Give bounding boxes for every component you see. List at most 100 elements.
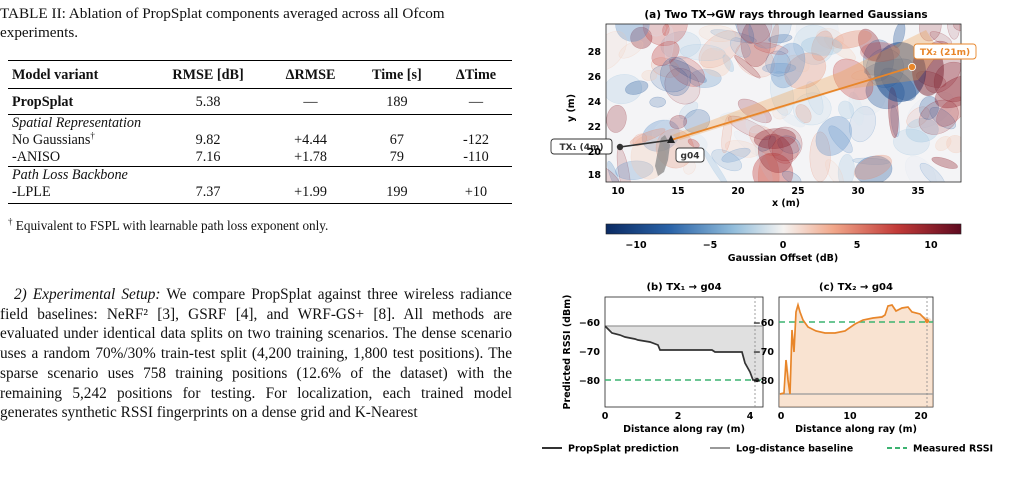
tx1-label-box xyxy=(550,138,613,155)
gaussian-ellipse xyxy=(615,160,654,180)
propsplat-line xyxy=(779,301,928,395)
gaussian-ellipse xyxy=(787,54,810,73)
gaussian-ellipse xyxy=(668,58,707,83)
panel-c-title: (c) TX₂ → g04 xyxy=(819,282,893,293)
gaussian-ellipse xyxy=(758,134,794,173)
gaussian-ellipse xyxy=(749,125,784,157)
gaussian-ellipse xyxy=(929,106,957,130)
gaussian-ellipse xyxy=(805,81,824,115)
gaussian-ellipse xyxy=(650,57,680,78)
gaussian-ellipse xyxy=(753,128,796,149)
gaussian-ellipse xyxy=(919,24,942,42)
y-tick-label: −70 xyxy=(753,347,775,358)
gw-label-box xyxy=(675,147,705,163)
colorbar-tick: −10 xyxy=(625,240,647,251)
gaussian-ellipse xyxy=(730,37,751,58)
gaussian-ellipse xyxy=(758,135,776,152)
drmse-cell: +1.99 xyxy=(267,184,354,204)
dtime-cell: — xyxy=(468,94,484,110)
tx1-marker xyxy=(616,143,624,151)
variant-cell: -ANISO xyxy=(12,149,61,165)
gw-label: g04 xyxy=(681,152,700,162)
variant-cell: No Gaussians† xyxy=(12,130,95,148)
gaussian-ellipse xyxy=(776,42,790,80)
gaussian-ellipse xyxy=(710,29,757,44)
dtime-cell: -110 xyxy=(463,149,489,165)
gaussian-ellipse xyxy=(837,153,855,182)
gaussian-ellipse xyxy=(679,101,699,120)
y-tick-label: −80 xyxy=(579,376,601,387)
legend-label: Log-distance baseline xyxy=(736,444,853,455)
gaussian-ellipse xyxy=(641,70,658,81)
panel-a-frame xyxy=(605,23,962,183)
gaussian-ellipse xyxy=(784,52,827,89)
time-cell: 67 xyxy=(389,132,404,148)
y-tick-label: 26 xyxy=(588,72,602,83)
gaussian-ellipse xyxy=(934,74,961,109)
legend: PropSplat prediction Log-distance baseli… xyxy=(542,444,993,455)
gaussian-ellipse xyxy=(919,96,939,120)
gaussian-ellipse xyxy=(724,140,760,158)
ray2-tube xyxy=(672,30,940,140)
gaussian-ellipse xyxy=(816,28,844,49)
gaussian-ellipse xyxy=(828,125,853,154)
y-tick-label: 20 xyxy=(588,147,602,158)
time-cell: 199 xyxy=(353,184,441,204)
table-row: No Gaussians† 9.82 +4.44 67 -122 xyxy=(8,130,512,149)
colorbar xyxy=(605,223,962,235)
dtime-cell: +10 xyxy=(440,184,512,204)
gaussian-ellipses xyxy=(606,24,961,182)
panel-b-title: (b) TX₁ → g04 xyxy=(646,282,721,293)
gaussian-ellipse xyxy=(935,136,952,151)
y-tick-label: 18 xyxy=(588,170,602,181)
table-row: PropSplat 5.38 — 189 — xyxy=(8,89,512,115)
y-tick-label: −70 xyxy=(579,347,601,358)
gaussian-ellipse xyxy=(800,36,843,56)
col-header-rmse: RMSE [dB] xyxy=(148,60,268,89)
ablation-table: Model variant RMSE [dB] ΔRMSE Time [s] Δ… xyxy=(8,60,512,204)
gaussian-ellipse xyxy=(754,42,789,55)
table-footnote: † Equivalent to FSPL with learnable path… xyxy=(8,216,329,233)
gaussian-ellipse xyxy=(722,54,735,73)
section-row: Path Loss Backbone xyxy=(8,166,512,184)
colorbar-label: Gaussian Offset (dB) xyxy=(728,253,838,264)
panel-a-xticks: 10 15 20 25 30 35 xyxy=(611,186,924,197)
x-tick-label: 35 xyxy=(911,186,924,197)
gaussian-ellipse xyxy=(629,128,666,145)
gaussian-ellipse xyxy=(936,96,961,127)
gaussian-ellipse xyxy=(664,26,674,62)
gaussian-ellipse xyxy=(768,34,793,44)
variant-cell: -LPLE xyxy=(8,184,149,204)
gaussian-ellipse xyxy=(906,106,930,128)
gaussian-ellipse xyxy=(905,117,939,143)
gaussian-ellipse xyxy=(823,36,856,61)
gaussian-ellipse xyxy=(700,47,731,77)
gaussian-ellipse xyxy=(651,40,680,66)
gaussian-ellipse xyxy=(781,113,805,128)
gaussian-ellipse xyxy=(679,44,726,61)
gaussian-ellipse xyxy=(734,24,755,44)
drmse-cell: — xyxy=(303,94,318,110)
gaussian-ellipse xyxy=(838,100,855,120)
gaussian-ellipse xyxy=(852,157,890,165)
rmse-cell: 9.82 xyxy=(195,132,221,148)
gaussian-ellipse xyxy=(740,24,771,68)
gaussian-ellipse xyxy=(772,105,788,120)
table-header-row: Model variant RMSE [dB] ΔRMSE Time [s] Δ… xyxy=(8,60,512,89)
gaussian-ellipse xyxy=(811,30,834,61)
tx2-marker xyxy=(907,63,916,72)
gaussian-ellipse xyxy=(733,131,764,157)
panel-a-title: (a) Two TX→GW rays through learned Gauss… xyxy=(644,9,927,21)
legend-label: PropSplat prediction xyxy=(568,444,679,455)
colorbar-tick: 5 xyxy=(854,240,861,251)
section-heading: 2) Experimental Setup: xyxy=(14,286,161,303)
propsplat-end-point xyxy=(924,318,930,324)
gaussian-ellipse xyxy=(874,42,926,102)
gaussian-ellipse xyxy=(660,31,701,60)
gaussian-ellipse xyxy=(669,115,688,129)
panel-c-frame xyxy=(778,296,934,408)
gaussian-ellipse xyxy=(710,29,735,51)
colorbar-tick: 10 xyxy=(924,240,938,251)
ray2-line xyxy=(670,66,913,141)
gaussian-ellipse xyxy=(688,69,722,88)
